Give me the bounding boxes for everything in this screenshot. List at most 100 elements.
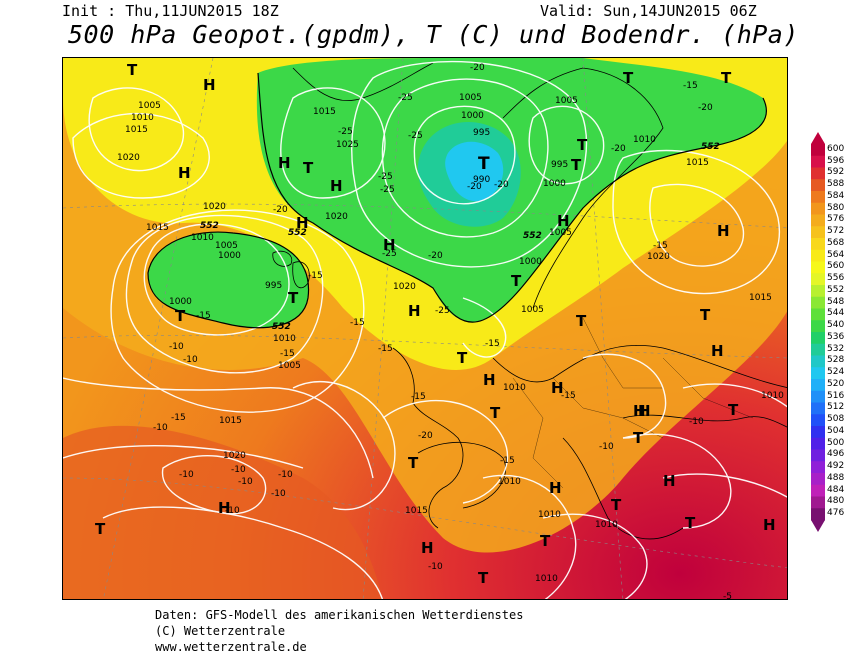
temp-label: -10 <box>179 470 194 480</box>
high-label: H <box>717 222 730 240</box>
isobar-label: 1020 <box>647 252 670 262</box>
legend-label: 552 <box>827 284 845 295</box>
legend-label: 556 <box>827 273 845 284</box>
isobar-label: 1020 <box>393 282 416 292</box>
isobar-label: 1015 <box>749 293 772 303</box>
legend-label: 540 <box>827 320 845 331</box>
legend-swatch <box>811 332 825 345</box>
low-label: T <box>700 306 711 324</box>
isobar-label: 995 <box>551 160 568 170</box>
low-label: T <box>623 69 634 87</box>
legend-swatch <box>811 273 825 286</box>
low-label: T <box>288 289 299 307</box>
temp-label: -10 <box>428 562 443 572</box>
low-label: T <box>721 69 732 87</box>
high-label: H <box>218 499 231 517</box>
legend-label: 508 <box>827 414 845 425</box>
legend-label: 476 <box>827 508 845 519</box>
legend-swatch <box>811 261 825 274</box>
legend-swatch <box>811 214 825 227</box>
high-label: H <box>549 479 562 497</box>
high-label: H <box>551 379 564 397</box>
legend-swatch <box>811 390 825 403</box>
temp-label: -10 <box>231 465 246 475</box>
footer-source: Daten: GFS-Modell des amerikanischen Wet… <box>155 608 524 622</box>
low-label: T <box>540 532 551 550</box>
isobar-label: 1015 <box>405 506 428 516</box>
low-label: T <box>685 514 696 532</box>
color-legend: 600 596 592 588 584 580 576 572 568 564 560 556 552 5… <box>811 132 850 532</box>
cutoff-low-552-west <box>148 232 309 328</box>
temp-label: -10 <box>183 355 198 365</box>
legend-swatch <box>811 285 825 298</box>
low-label: T <box>577 136 588 154</box>
high-label: H <box>408 302 421 320</box>
temp-label: -20 <box>698 103 713 113</box>
isobar-label: 1000 <box>461 111 484 121</box>
low-label: T <box>95 520 106 538</box>
isobar-label: 1010 <box>538 510 561 520</box>
isobar-label: 1015 <box>686 158 709 168</box>
isobar-label: 1010 <box>761 391 784 401</box>
legend-label: 548 <box>827 296 845 307</box>
high-label: H <box>278 154 291 172</box>
legend-label: 480 <box>827 496 845 507</box>
low-core-inner <box>445 141 504 202</box>
footer-website[interactable]: www.wetterzentrale.de <box>155 640 307 654</box>
legend-label: 496 <box>827 449 845 460</box>
country-borders <box>512 317 754 489</box>
temp-label: -15 <box>500 456 515 466</box>
geopot-552-line <box>147 72 767 329</box>
temp-label: -25 <box>435 306 450 316</box>
legend-label: 488 <box>827 472 845 483</box>
legend-swatch <box>811 461 825 474</box>
legend-label: 592 <box>827 167 845 178</box>
isobar-label: 1015 <box>313 107 336 117</box>
low-label: T <box>408 454 419 472</box>
legend-label: 484 <box>827 484 845 495</box>
temp-label: -20 <box>494 180 509 190</box>
legend-arrow-bottom <box>811 520 825 532</box>
legend-swatch <box>811 379 825 392</box>
high-label: H <box>178 164 191 182</box>
temp-label: -15 <box>683 81 698 91</box>
isobar-label: 1000 <box>169 297 192 307</box>
isobar-label: 1010 <box>535 574 558 584</box>
isobar-label: 1005 <box>138 101 161 111</box>
low-label: T <box>728 401 739 419</box>
legend-swatch <box>811 367 825 380</box>
isobar-label: 1015 <box>219 416 242 426</box>
legend-label: 568 <box>827 237 845 248</box>
legend-label: 528 <box>827 355 845 366</box>
temp-label: -15 <box>171 413 186 423</box>
high-label: H <box>483 371 496 389</box>
temp-label: -25 <box>380 185 395 195</box>
legend-swatch <box>811 308 825 321</box>
low-label: T <box>478 569 489 587</box>
temp-label: -25 <box>378 172 393 182</box>
temp-label: -15 <box>653 241 668 251</box>
map-text: H H H H H H H H H H H H H H H H H H H T … <box>95 61 784 599</box>
temp-label: -25 <box>398 93 413 103</box>
map-title: 500 hPa Geopot.(gpdm), T (C) und Bodendr… <box>68 20 799 49</box>
legend-swatch <box>811 508 825 521</box>
geopot-label: 552 <box>272 322 291 332</box>
legend-label: 532 <box>827 343 845 354</box>
footer-copyright: (C) Wetterzentrale <box>155 624 286 638</box>
legend-swatch <box>811 249 825 262</box>
high-label: H <box>383 236 396 254</box>
legend-swatch <box>811 426 825 439</box>
legend-swatch <box>811 226 825 239</box>
legend-swatch <box>811 179 825 192</box>
temp-label: -10 <box>153 423 168 433</box>
isobar-label: 1005 <box>215 241 238 251</box>
isobar-label: 1005 <box>278 361 301 371</box>
legend-arrow-top <box>811 132 825 144</box>
temp-label: -15 <box>196 311 211 321</box>
isobar-label: 1010 <box>595 520 618 530</box>
graticule <box>63 58 787 599</box>
temp-label: -20 <box>467 182 482 192</box>
geopot-label: 552 <box>288 228 307 238</box>
temp-label: -10 <box>599 442 614 452</box>
low-label: T <box>127 61 138 79</box>
